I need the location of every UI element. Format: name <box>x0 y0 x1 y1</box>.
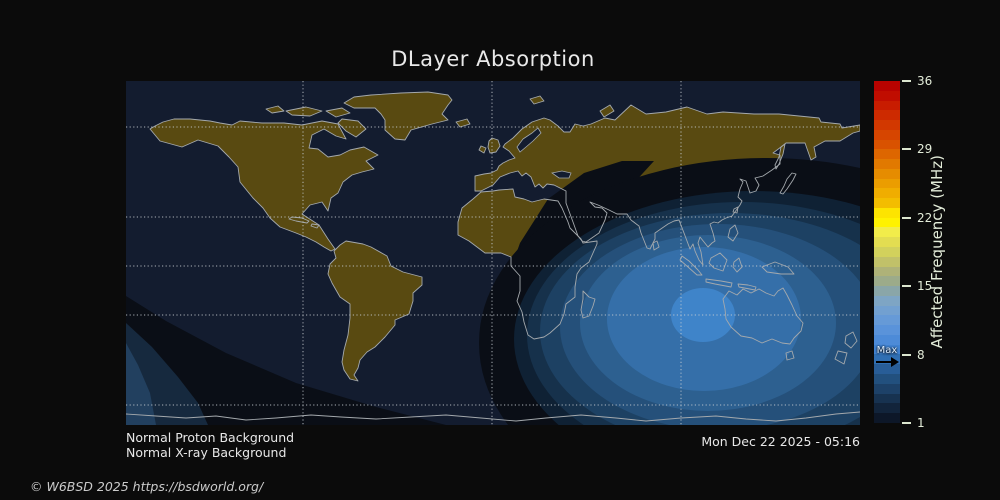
page-title: DLayer Absorption <box>391 47 595 71</box>
colorbar-segment <box>874 120 900 130</box>
colorbar-segment <box>874 334 900 345</box>
colorbar-segment <box>874 325 900 335</box>
copyright-footer: © W6BSD 2025 https://bsdworld.org/ <box>30 479 264 494</box>
colorbar-axis-label: Affected Frequency (MHz) <box>924 81 950 423</box>
colorbar-segment <box>874 373 900 384</box>
terminator-shadow-wedge <box>126 296 446 425</box>
colorbar-segment <box>874 393 900 404</box>
colorbar-segment <box>874 198 900 208</box>
colorbar-segment <box>874 227 900 238</box>
proton-status-label: Normal Proton Background <box>126 430 295 445</box>
colorbar-segment <box>874 237 900 248</box>
colorbar-segment <box>874 247 900 257</box>
colorbar-segment <box>874 149 900 160</box>
world-map <box>125 81 1000 500</box>
colorbar-tick-mark <box>902 216 911 219</box>
colorbar-segment <box>874 276 900 287</box>
colorbar-segment <box>874 295 900 306</box>
arrow-right-head-icon <box>891 357 899 367</box>
colorbar-tick-label: 15 <box>917 279 933 294</box>
colorbar-segment <box>874 256 900 267</box>
colorbar-segment <box>874 178 900 189</box>
colorbar-segment <box>874 159 900 169</box>
colorbar-segment <box>874 110 900 121</box>
background-status: Normal Proton Background Normal X-ray Ba… <box>126 430 294 460</box>
colorbar-axis-label-text: Affected Frequency (MHz) <box>928 155 946 349</box>
colorbar-segment <box>874 188 900 199</box>
colorbar-segment <box>874 81 900 91</box>
colorbar-tick-mark <box>902 422 911 424</box>
colorbar-segment <box>874 168 900 179</box>
colorbar-tick-mark <box>902 80 911 82</box>
colorbar-segment <box>874 266 900 277</box>
colorbar-max-label: Max <box>876 345 898 356</box>
timestamp-label: Mon Dec 22 2025 - 05:16 <box>701 434 860 449</box>
arrow-right-icon <box>876 361 892 363</box>
colorbar-tick-label: 1 <box>917 416 925 430</box>
colorbar-tick-label: 22 <box>917 210 933 225</box>
colorbar-tick-label: 36 <box>917 74 933 88</box>
colorbar-gradient <box>874 81 900 423</box>
colorbar-segment <box>874 315 900 326</box>
colorbar-ticks: 36 29 22 15 8 1 <box>902 0 972 500</box>
colorbar-segment <box>874 413 900 423</box>
colorbar-segment <box>874 403 900 414</box>
xray-status-label: Normal X-ray Background <box>126 445 287 460</box>
colorbar-segment <box>874 129 900 140</box>
terminator-shadow-ring <box>479 158 1000 500</box>
colorbar-segment <box>874 286 900 296</box>
colorbar-segment <box>874 364 900 374</box>
colorbar-segment <box>874 305 900 316</box>
colorbar-segment <box>874 383 900 394</box>
colorbar-tick-mark <box>902 148 911 151</box>
colorbar-segment <box>874 100 900 111</box>
colorbar-segment <box>874 207 900 218</box>
colorbar-segment <box>874 354 900 365</box>
colorbar-tick-mark <box>902 285 911 288</box>
colorbar-segment <box>874 217 900 228</box>
colorbar-segment <box>874 139 900 150</box>
colorbar-tick-label: 29 <box>917 142 933 157</box>
colorbar-tick-label: 8 <box>917 347 925 362</box>
colorbar-segment <box>874 344 900 355</box>
colorbar-tick-mark <box>902 353 911 356</box>
world-map-canvas <box>125 81 1000 500</box>
colorbar-segment <box>874 90 900 101</box>
